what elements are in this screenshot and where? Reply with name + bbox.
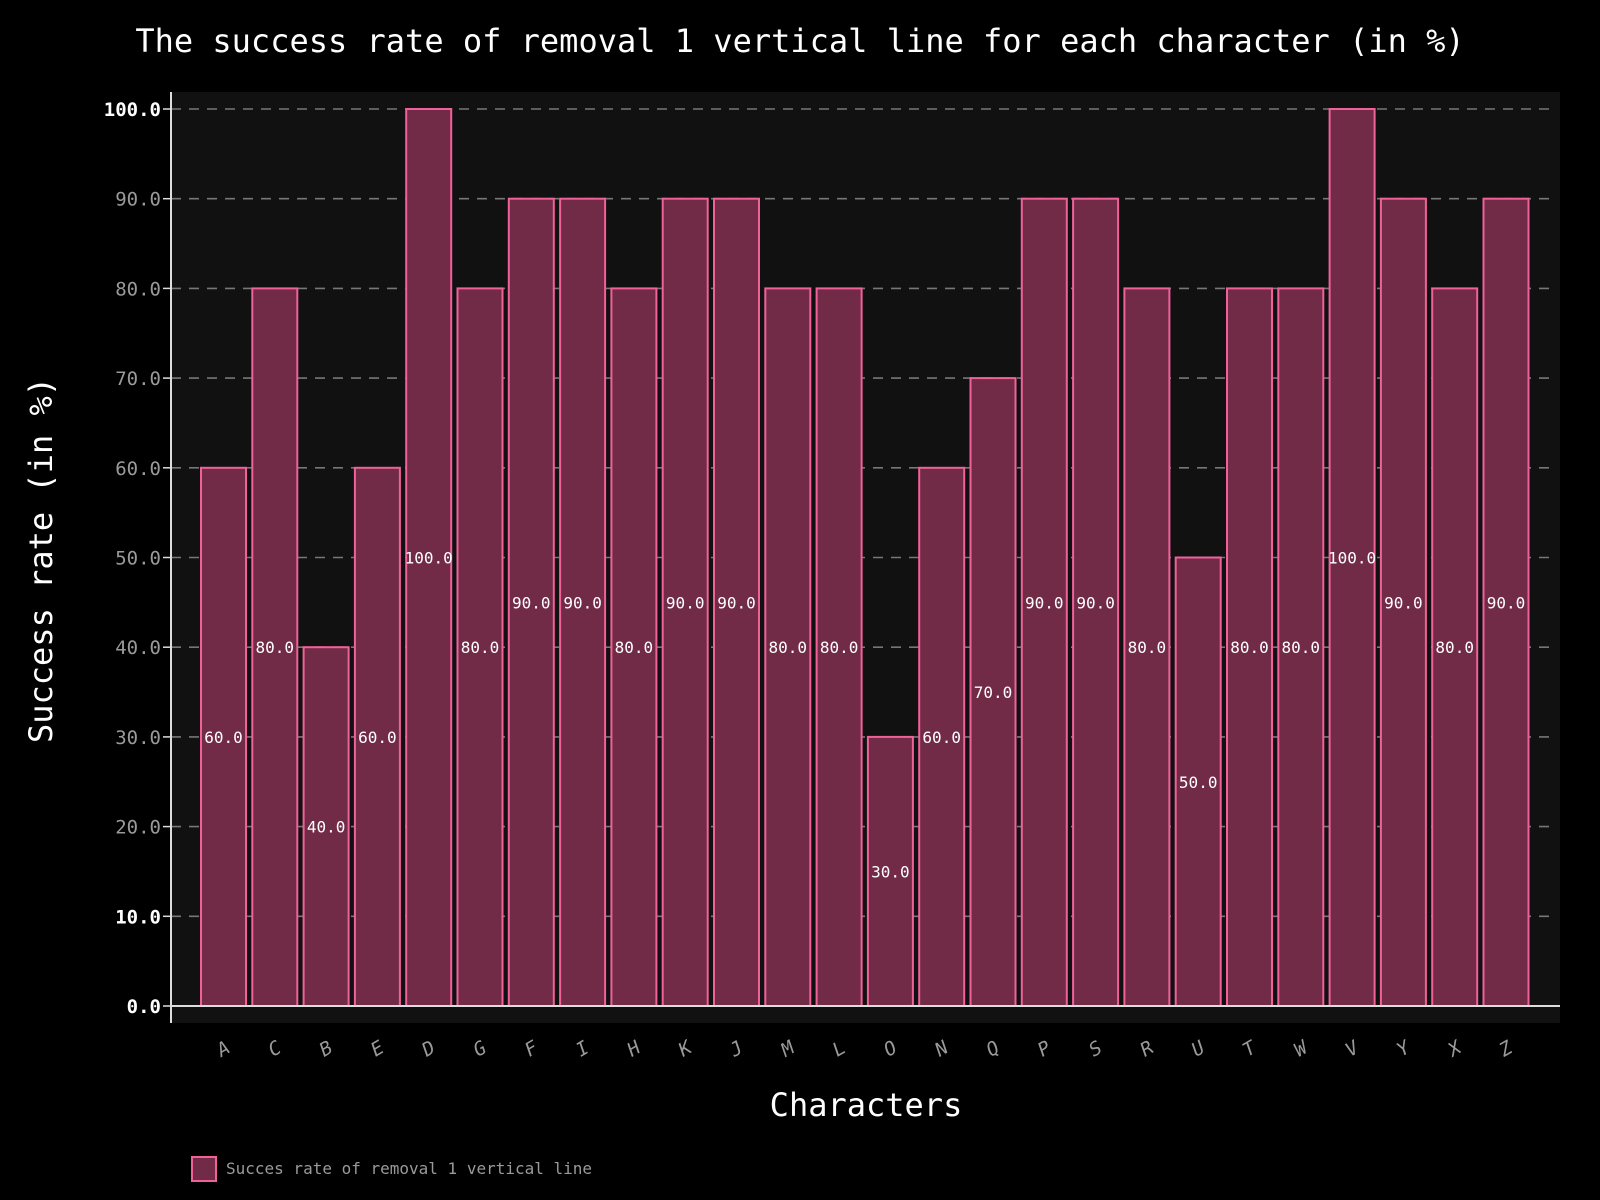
- x-tick-label: V: [1342, 1036, 1364, 1062]
- bar: [866, 735, 914, 1008]
- x-tick-label: J: [725, 1037, 747, 1062]
- x-tick-label: I: [572, 1037, 593, 1062]
- bar: [1072, 197, 1120, 1007]
- bar: [1123, 287, 1171, 1007]
- x-axis-label: Characters: [770, 1086, 963, 1124]
- y-tick-label: 90.0: [115, 189, 161, 211]
- bar-value-label: 80.0: [769, 638, 808, 657]
- y-tick-label: 50.0: [115, 548, 161, 570]
- y-tick-label: 60.0: [115, 458, 161, 480]
- bar: [1020, 197, 1068, 1007]
- bar-value-label: 90.0: [1384, 593, 1423, 612]
- x-tick-label: L: [829, 1037, 850, 1062]
- x-tick-label: D: [417, 1037, 439, 1062]
- bar: [969, 377, 1017, 1008]
- bar: [251, 287, 299, 1007]
- bar: [1431, 287, 1479, 1007]
- x-tick-label: Z: [1495, 1036, 1517, 1062]
- legend-swatch: [191, 1156, 217, 1182]
- bar: [1482, 197, 1530, 1007]
- x-tick-label: T: [1239, 1036, 1261, 1062]
- bar-value-label: 80.0: [820, 638, 859, 657]
- x-tick-label: U: [1188, 1036, 1209, 1061]
- bar-value-label: 80.0: [1128, 638, 1167, 657]
- x-tick-label: Q: [983, 1037, 1004, 1062]
- bar-value-label: 70.0: [974, 683, 1013, 702]
- x-tick-label: N: [930, 1036, 952, 1062]
- bar-value-label: 90.0: [1025, 593, 1064, 612]
- bar: [1328, 108, 1376, 1007]
- y-tick-label: 70.0: [115, 368, 161, 390]
- bar: [507, 197, 555, 1007]
- bar-value-label: 90.0: [1076, 593, 1115, 612]
- x-tick-label: B: [316, 1037, 337, 1062]
- bar: [1174, 556, 1222, 1007]
- bar-value-label: 90.0: [1487, 593, 1526, 612]
- y-tick-label: 80.0: [115, 278, 161, 300]
- legend: Succes rate of removal 1 vertical line: [191, 1156, 592, 1182]
- bar: [1277, 287, 1325, 1007]
- bar-value-label: 100.0: [1328, 549, 1376, 568]
- bar-value-label: 90.0: [717, 593, 756, 612]
- y-tick-label: 100.0: [104, 99, 161, 121]
- chart-title: The success rate of removal 1 vertical l…: [135, 22, 1464, 60]
- bar-value-label: 80.0: [1282, 638, 1321, 657]
- x-tick-label: X: [1443, 1036, 1467, 1063]
- bar-value-label: 90.0: [512, 593, 551, 612]
- bar-value-label: 30.0: [871, 862, 910, 881]
- y-tick-label: 30.0: [115, 727, 161, 749]
- bar-value-label: 100.0: [405, 549, 453, 568]
- x-tick-label: K: [674, 1036, 697, 1062]
- bar: [456, 287, 504, 1007]
- bar: [815, 287, 863, 1007]
- x-tick-label: O: [880, 1037, 901, 1062]
- x-tick-label: E: [367, 1036, 388, 1061]
- y-tick-label: 20.0: [115, 817, 161, 839]
- y-tick-label: 40.0: [115, 637, 161, 659]
- bar: [661, 197, 709, 1007]
- bar-value-label: 60.0: [922, 728, 961, 747]
- bar-value-label: 60.0: [204, 728, 243, 747]
- bar-value-label: 80.0: [1230, 638, 1269, 657]
- x-tick-label: R: [1136, 1037, 1157, 1062]
- bar-value-label: 80.0: [256, 638, 295, 657]
- y-axis-label: Success rate (in %): [22, 377, 60, 743]
- bar-value-label: 90.0: [666, 593, 705, 612]
- x-tick-label: C: [264, 1036, 285, 1061]
- x-tick-label: G: [470, 1037, 491, 1062]
- bar: [918, 466, 966, 1007]
- bar-value-label: 80.0: [1435, 638, 1474, 657]
- bar-value-label: 90.0: [563, 593, 602, 612]
- bar: [559, 197, 607, 1007]
- bar-value-label: 80.0: [615, 638, 654, 657]
- y-tick-label: 0.0: [127, 996, 161, 1018]
- x-tick-label: W: [1290, 1036, 1312, 1062]
- x-tick-label: F: [521, 1036, 542, 1061]
- x-tick-label: S: [1085, 1037, 1106, 1062]
- y-tick-label: 10.0: [115, 906, 161, 928]
- x-tick-label: M: [776, 1036, 798, 1062]
- bar-value-label: 80.0: [461, 638, 500, 657]
- bar: [764, 287, 812, 1007]
- bar-value-label: 60.0: [358, 728, 397, 747]
- bar: [353, 466, 401, 1007]
- bar: [1379, 197, 1427, 1007]
- x-tick-label: Y: [1393, 1036, 1415, 1062]
- bar-value-label: 40.0: [307, 818, 346, 837]
- legend-label: Succes rate of removal 1 vertical line: [226, 1159, 592, 1178]
- plot-area: 0.0 10.0 20.0 30.0 40.0 50.0 60.0 70.0 80.0 90.0 1…: [104, 92, 1560, 1062]
- x-tick-label: A: [212, 1037, 234, 1062]
- x-tick-label: H: [623, 1036, 645, 1062]
- x-tick-label: P: [1034, 1036, 1055, 1061]
- bar-value-label: 50.0: [1179, 773, 1218, 792]
